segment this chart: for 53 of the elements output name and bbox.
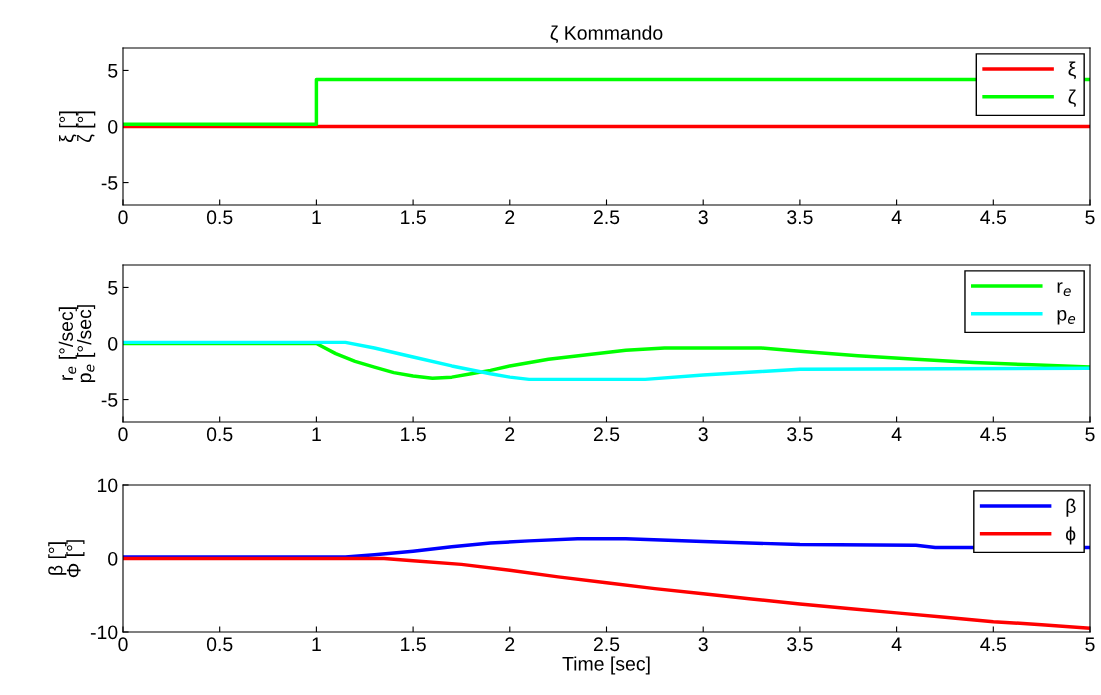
legend-label: ξ [1068,61,1076,80]
x-tick-label: 4.5 [980,637,1006,652]
x-tick-label: 3 [698,637,708,652]
y-tick-label: -10 [90,625,118,640]
x-tick-label: 1.5 [401,210,426,225]
x-tick-label: 5 [1085,637,1095,652]
x-tick-label: 4 [891,637,902,651]
x-tick-label: 4 [891,210,902,224]
legend-label: ζ [1068,89,1076,107]
x-tick-label: 2.5 [593,637,620,652]
x-tick-label: 1 [312,427,321,441]
y-axis-title: ξ [°] ζ [°] [59,111,96,143]
x-tick-label: 3.5 [787,427,813,442]
x-tick-label: 4.5 [980,210,1006,225]
x-tick-label: 4.5 [980,427,1006,442]
legend-label: r$_{e}$ [1057,282,1071,297]
x-tick-label: 2 [505,637,515,651]
y-tick-label: 0 [108,119,118,134]
x-tick-label: 4 [891,427,902,441]
x-tick-label: 3.5 [787,637,813,652]
y-tick-label: 5 [108,64,118,78]
legend-label: ϕ [1065,526,1076,545]
x-tick-label: 2 [505,210,515,224]
x-tick-label: 0 [118,210,128,225]
y-axis-title: β [°] Φ [°] [48,540,85,578]
x-tick-label: 0 [118,637,128,652]
x-tick-label: 0.5 [206,637,233,652]
x-tick-label: 3 [698,427,708,442]
x-tick-label: 1.5 [401,637,426,652]
y-tick-label: 5 [108,281,118,295]
legend-label: p$_{e}$ [1057,310,1076,325]
legend-label: β [1066,498,1076,517]
y-tick-label: -5 [101,393,118,407]
x-tick-label: 2 [505,427,515,441]
x-tick-label: 5 [1085,210,1095,225]
y-tick-label: 10 [98,478,118,493]
x-tick-label: 0 [118,427,128,442]
y-tick-label: 0 [108,336,118,351]
chart-title: ζ Kommando [550,25,663,44]
x-tick-label: 1.5 [401,427,426,442]
y-tick-label: 0 [108,551,118,566]
x-tick-label: 2.5 [593,427,620,442]
x-tick-label: 0.5 [206,210,233,225]
x-tick-label: 3.5 [787,210,813,225]
y-axis-title: r$_{e}$ [°/sec] p$_{e}$ [°/sec] [58,305,96,383]
x-tick-label: 1 [312,637,321,651]
x-axis-title: Time [sec] [562,656,650,675]
x-tick-label: 1 [312,210,321,224]
x-tick-label: 5 [1085,427,1095,442]
y-tick-label: -5 [101,176,118,190]
x-tick-label: 3 [698,210,708,225]
x-tick-label: 2.5 [593,210,620,225]
x-tick-label: 0.5 [206,427,233,442]
